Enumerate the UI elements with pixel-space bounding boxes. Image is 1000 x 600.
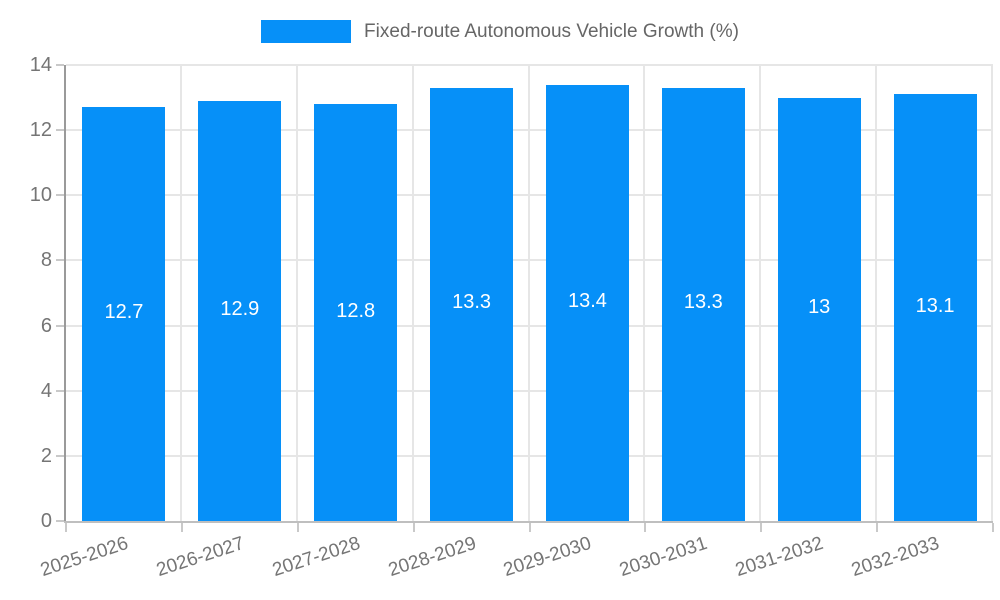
h-gridline bbox=[66, 194, 993, 197]
bar[interactable] bbox=[545, 84, 629, 521]
legend-label: Fixed-route Autonomous Vehicle Growth (%… bbox=[364, 20, 739, 42]
y-tick-mark bbox=[56, 129, 64, 132]
y-tick-label: 8 bbox=[40, 249, 52, 272]
x-tick-mark bbox=[876, 523, 879, 532]
v-gridline bbox=[527, 65, 530, 521]
y-tick-label: 2 bbox=[40, 444, 52, 467]
h-gridline bbox=[66, 64, 993, 66]
y-tick-mark bbox=[56, 520, 64, 522]
x-tick-mark bbox=[412, 523, 415, 532]
y-tick-mark bbox=[56, 454, 64, 457]
bar[interactable] bbox=[777, 97, 861, 521]
y-tick-label: 0 bbox=[40, 510, 52, 532]
legend-swatch-icon bbox=[261, 19, 352, 43]
y-tick-mark bbox=[56, 64, 64, 66]
chart-legend[interactable]: Fixed-route Autonomous Vehicle Growth (%… bbox=[0, 16, 1000, 46]
x-tick-mark bbox=[180, 523, 183, 532]
y-tick-mark bbox=[56, 194, 64, 197]
bar[interactable] bbox=[82, 107, 166, 521]
y-axis-line bbox=[64, 65, 66, 523]
bar[interactable] bbox=[893, 94, 977, 521]
x-tick-mark bbox=[992, 523, 994, 532]
bar[interactable] bbox=[198, 100, 282, 521]
v-gridline bbox=[411, 65, 414, 521]
v-gridline bbox=[759, 65, 762, 521]
h-gridline bbox=[66, 454, 993, 457]
y-tick-label: 12 bbox=[29, 119, 52, 142]
x-tick-mark bbox=[528, 523, 531, 532]
h-gridline bbox=[66, 259, 993, 262]
v-gridline bbox=[179, 65, 182, 521]
h-gridline bbox=[66, 324, 993, 327]
v-gridline bbox=[991, 65, 993, 521]
y-tick-label: 4 bbox=[40, 379, 52, 402]
y-tick-mark bbox=[56, 324, 64, 327]
x-axis-line bbox=[64, 521, 993, 523]
bar[interactable] bbox=[314, 104, 398, 521]
v-gridline bbox=[875, 65, 878, 521]
x-tick-mark bbox=[644, 523, 647, 532]
x-tick-mark bbox=[296, 523, 299, 532]
x-tick-mark bbox=[760, 523, 763, 532]
y-tick-label: 6 bbox=[40, 314, 52, 337]
v-gridline bbox=[295, 65, 298, 521]
h-gridline bbox=[66, 129, 993, 132]
y-tick-mark bbox=[56, 259, 64, 262]
bar[interactable] bbox=[430, 87, 514, 521]
plot-area: 12.7 12.9 12.8 13.3 13.4 13.3 13 13.1 bbox=[66, 64, 993, 521]
y-tick-label: 14 bbox=[29, 54, 52, 76]
y-tick-label: 10 bbox=[29, 184, 52, 207]
bar[interactable] bbox=[661, 87, 745, 521]
v-gridline bbox=[643, 65, 646, 521]
h-gridline bbox=[66, 389, 993, 392]
y-tick-mark bbox=[56, 389, 64, 392]
x-tick-mark bbox=[65, 523, 67, 532]
